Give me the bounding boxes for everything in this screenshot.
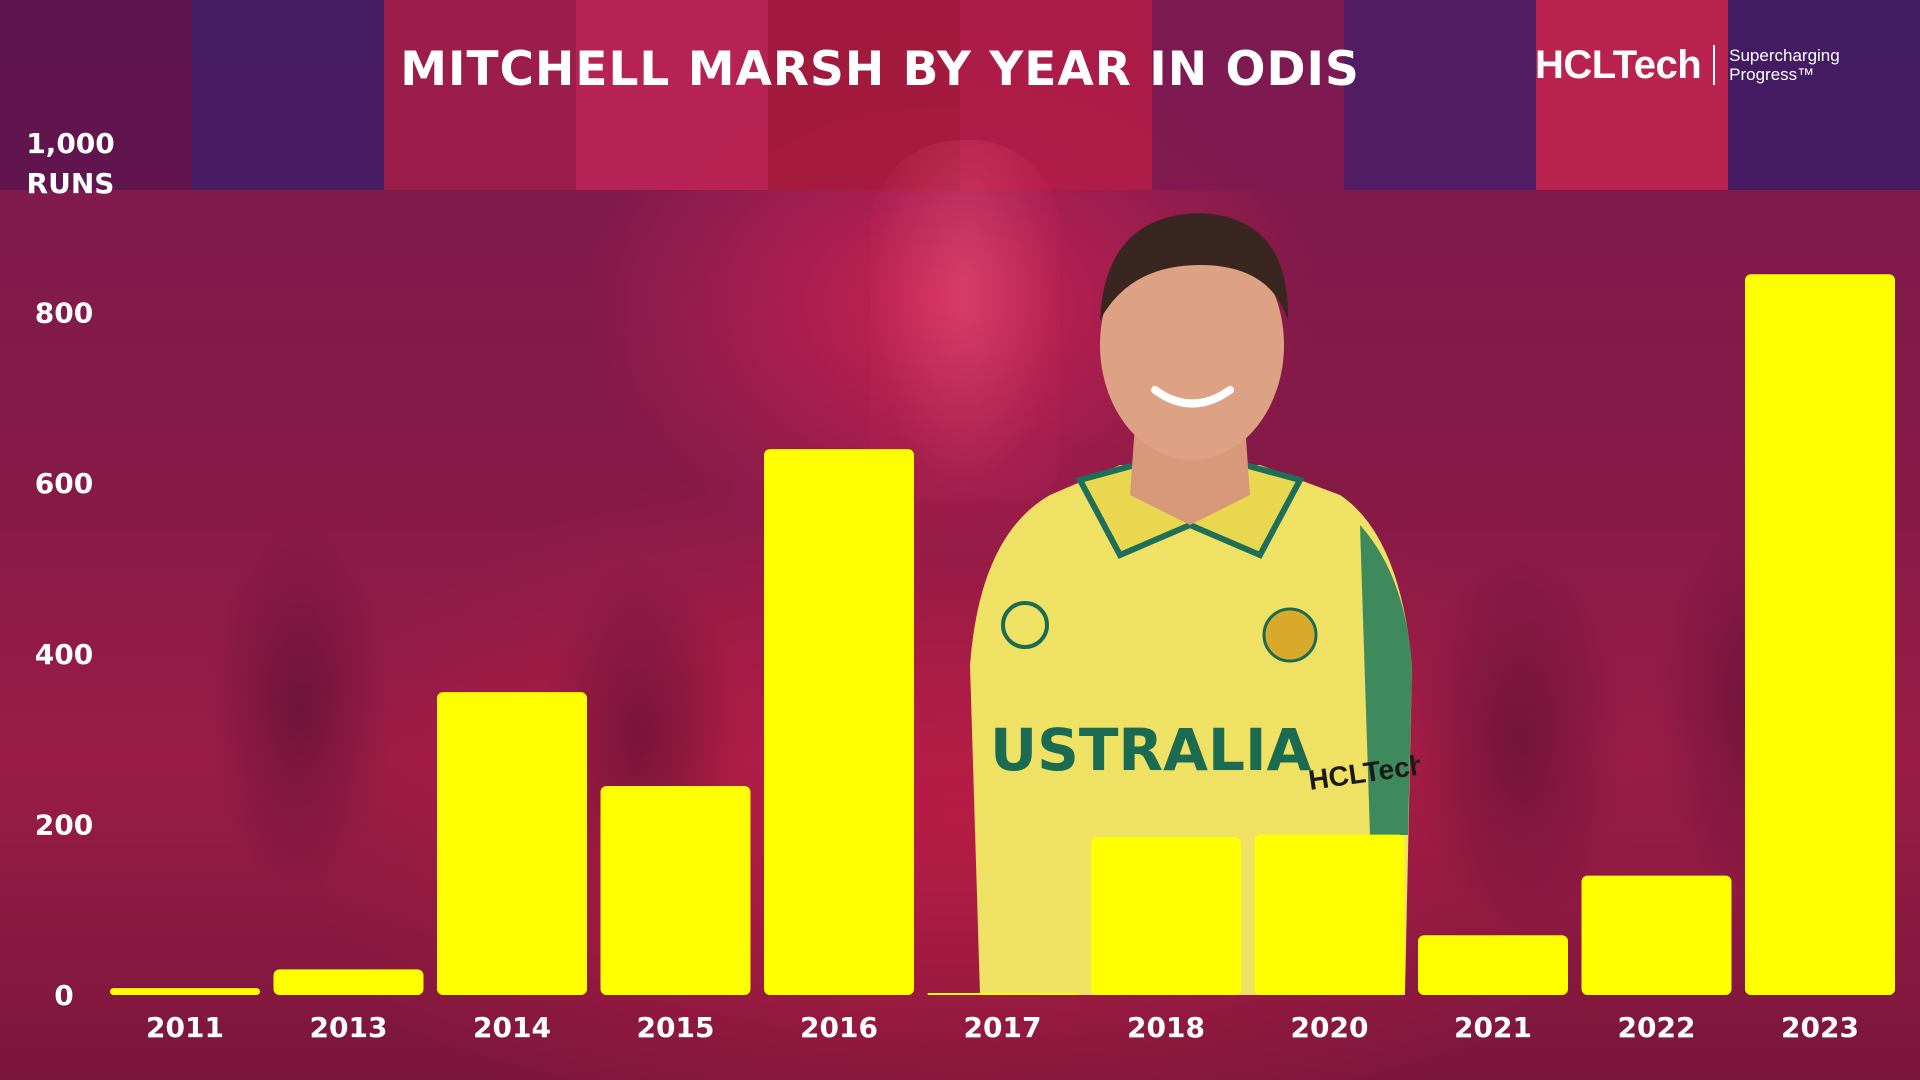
x-tick-label: 2011 <box>146 1011 224 1044</box>
logo-tagline: Supercharging Progress™ <box>1729 46 1840 84</box>
y-axis-title-line2: RUNS <box>26 167 115 200</box>
x-ticks-group: 2011 2013 2014 2015 2016 2017 2018 2020 2021 2022… <box>146 1011 1859 1044</box>
y-tick-label: 600 <box>35 467 93 500</box>
x-tick-label: 2015 <box>637 1011 715 1044</box>
y-tick-label: 800 <box>35 297 93 330</box>
logo-tagline-line1: Supercharging <box>1729 46 1840 65</box>
bar-2014 <box>437 692 587 995</box>
chart-title: MITCHELL MARSH BY YEAR IN ODIS <box>400 42 1360 97</box>
y-axis-title: 1,000 RUNS <box>18 124 123 204</box>
x-tick-label: 2013 <box>310 1011 388 1044</box>
x-tick-label: 2023 <box>1781 1011 1859 1044</box>
bar-2011 <box>110 988 260 995</box>
bar-2015 <box>600 786 751 995</box>
y-ticks-group: 0 200 400 600 800 <box>35 297 93 1012</box>
x-tick-label: 2020 <box>1291 1011 1369 1044</box>
x-tick-label: 2022 <box>1618 1011 1696 1044</box>
y-tick-label: 0 <box>54 979 73 1012</box>
bar-2020 <box>1254 834 1405 995</box>
x-tick-label: 2014 <box>473 1011 551 1044</box>
x-tick-label: 2017 <box>964 1011 1042 1044</box>
bar-2022 <box>1581 875 1732 995</box>
bars-group <box>110 274 1895 996</box>
bar-2018 <box>1091 837 1241 995</box>
bar-2016 <box>764 449 914 996</box>
x-tick-label: 2021 <box>1454 1011 1532 1044</box>
x-tick-label: 2018 <box>1127 1011 1205 1044</box>
flag-banner <box>0 0 1920 190</box>
logo-tagline-line2: Progress™ <box>1729 65 1815 84</box>
y-axis-title-line1: 1,000 <box>26 127 115 160</box>
player-photo: USTRALIA HCLTech <box>960 195 1428 995</box>
hcltech-logo: HCLTech Supercharging Progress™ <box>1535 40 1840 90</box>
svg-text:USTRALIA: USTRALIA <box>990 716 1312 784</box>
x-tick-label: 2016 <box>800 1011 878 1044</box>
bar-2023 <box>1745 274 1895 996</box>
trophy-silhouette <box>870 140 1060 500</box>
y-tick-label: 200 <box>35 808 93 841</box>
logo-wordmark: HCLTech <box>1535 42 1702 87</box>
bar-2021 <box>1418 935 1568 995</box>
y-tick-label: 400 <box>35 638 93 671</box>
bar-2013 <box>273 969 424 995</box>
bar-2017 <box>927 993 1078 995</box>
logo-divider <box>1713 45 1716 85</box>
